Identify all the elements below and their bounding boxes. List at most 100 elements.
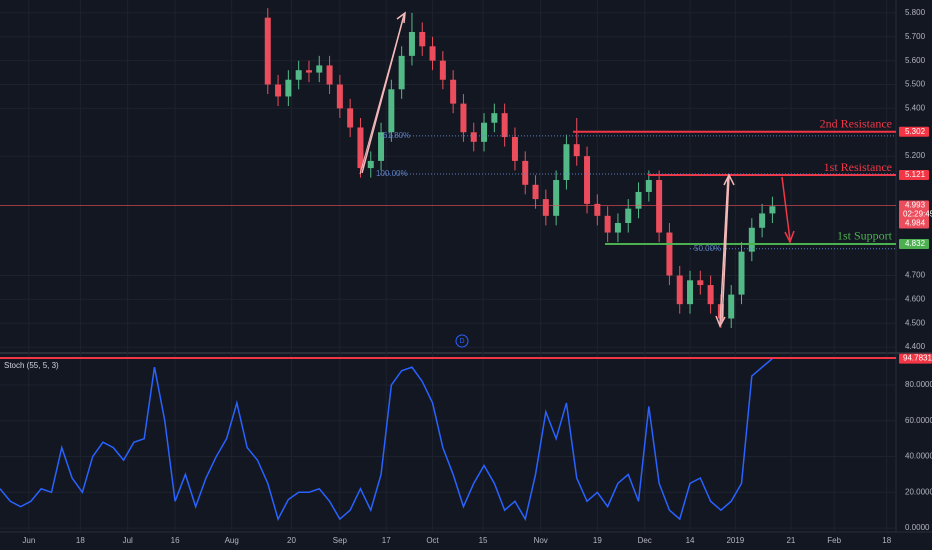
x-tick-label: 16	[171, 536, 180, 545]
trend-arrow	[359, 14, 405, 175]
candle-body	[378, 132, 385, 161]
fib-label: 100.00%	[376, 169, 408, 178]
candle-body	[326, 65, 333, 85]
candle-body	[522, 160, 529, 185]
candle-body	[645, 180, 652, 192]
level-name: 1st Resistance	[824, 160, 892, 174]
candle-body	[584, 156, 591, 204]
price-tag	[899, 238, 929, 249]
y-tick-label: 40.0000	[905, 452, 932, 461]
last-value-label: 94.7831	[903, 354, 932, 363]
x-tick-label: 14	[686, 536, 695, 545]
y-tick-label: 0.0000	[905, 523, 930, 532]
candle-body	[367, 160, 374, 169]
x-tick-label: 18	[882, 536, 891, 545]
arrow-head	[715, 315, 726, 328]
indicator-title: Stoch (55, 5, 3)	[4, 361, 59, 370]
x-tick-label: 15	[479, 536, 488, 545]
candle-body	[656, 180, 663, 233]
dividend-marker[interactable]	[455, 334, 469, 348]
candle-body	[687, 280, 694, 305]
x-tick-label: Jun	[22, 536, 35, 545]
arrow-head	[723, 173, 735, 186]
x-tick-label: 19	[593, 536, 602, 545]
candle-body	[429, 46, 436, 61]
candle-body	[305, 70, 312, 73]
candle-body	[470, 132, 477, 142]
candle-body	[316, 65, 323, 73]
arrow-head	[396, 11, 406, 24]
price-tag	[899, 200, 929, 229]
x-tick-label: Jul	[123, 536, 133, 545]
y-tick-label: 4.600	[905, 294, 926, 303]
candle-body	[635, 191, 642, 209]
y-tick-label: 5.200	[905, 151, 926, 160]
candle-body	[491, 113, 498, 123]
y-tick-label: 60.0000	[905, 416, 932, 425]
grid	[0, 0, 896, 532]
candle-body	[676, 275, 683, 305]
x-tick-label: 21	[786, 536, 795, 545]
y-tick-label: 5.700	[905, 32, 926, 41]
x-tick-label: 17	[382, 536, 391, 545]
candle-body	[614, 222, 621, 233]
candle-body	[553, 180, 560, 216]
y-tick-label: 4.400	[905, 342, 926, 351]
stoch-line	[0, 358, 773, 522]
candle-body	[542, 199, 549, 216]
candle-body	[481, 122, 488, 142]
candle-body	[336, 84, 343, 109]
candle-body	[408, 31, 415, 56]
value-tag	[899, 353, 932, 364]
candle-body	[388, 89, 395, 133]
x-tick-label: Aug	[225, 536, 239, 545]
y-tick-label: 5.400	[905, 103, 926, 112]
price-tag	[899, 170, 929, 180]
candle-body	[285, 79, 292, 97]
candle-body	[450, 79, 457, 104]
marks	[0, 8, 896, 522]
price-tag	[899, 126, 929, 137]
fib-label: 50.00%	[694, 244, 721, 253]
candle-body	[666, 232, 673, 276]
candle-body	[604, 215, 611, 233]
y-tick-label: 5.500	[905, 80, 926, 89]
dividend-marker-label[interactable]: D	[459, 338, 464, 345]
candle-body	[728, 294, 735, 319]
y-tick-label: 80.0000	[905, 380, 932, 389]
bid-label: 4.984	[905, 219, 926, 228]
y-tick-label: 20.0000	[905, 487, 932, 496]
candle-body	[532, 184, 539, 200]
x-tick-label: Oct	[426, 536, 439, 545]
candle-body	[501, 113, 508, 138]
candle-body	[748, 227, 755, 252]
candle-body	[419, 31, 426, 47]
candle-body	[573, 144, 580, 157]
candle-body	[759, 213, 766, 228]
labels: 5.800 5.700 5.600 5.500 5.400 5.200 4.700 4.600…	[22, 8, 932, 545]
candle-body	[738, 251, 745, 295]
target-arrow	[781, 176, 791, 241]
candle-body	[511, 137, 518, 161]
y-tick-label: 5.800	[905, 8, 926, 17]
candle-body	[460, 103, 467, 133]
candle-body	[398, 55, 405, 90]
x-tick-label: 20	[287, 536, 296, 545]
drawings	[0, 11, 896, 359]
price-tag-label: 4.832	[905, 239, 926, 248]
x-tick-label: 2019	[726, 536, 744, 545]
countdown-label: 02:29:45	[903, 210, 932, 219]
arrow-head	[784, 230, 795, 244]
trend-arrow	[721, 175, 730, 323]
candle-body	[275, 84, 282, 97]
candle-body	[594, 203, 601, 216]
fib-label: 61.80%	[383, 131, 410, 140]
candle-body	[625, 208, 632, 223]
candle-body	[439, 60, 446, 80]
x-tick-label: Dec	[638, 536, 652, 545]
candle-body	[295, 70, 302, 80]
candle-body	[697, 280, 704, 286]
level-name: 1st Support	[837, 229, 893, 243]
